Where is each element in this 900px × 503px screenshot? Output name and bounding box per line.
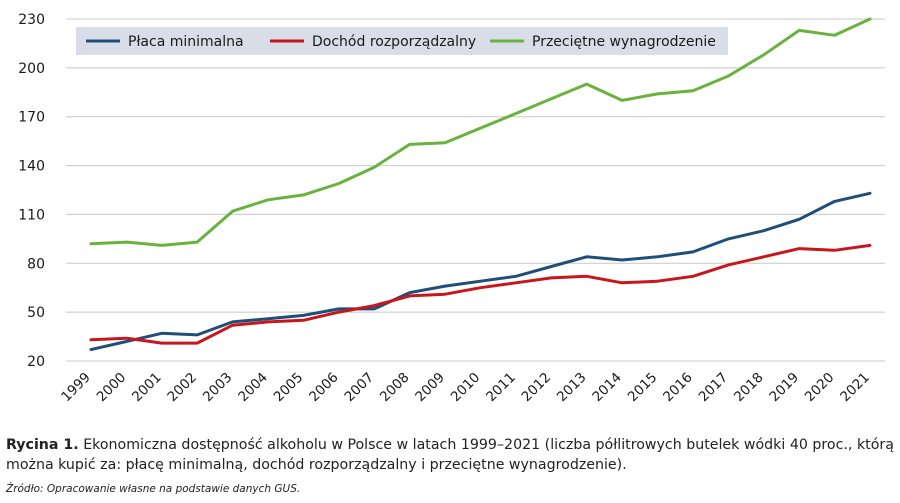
x-tick-label: 2004 xyxy=(235,370,271,406)
series-lines xyxy=(89,17,872,352)
series-line xyxy=(89,243,872,345)
x-tick-label: 2001 xyxy=(129,370,165,406)
x-tick-label: 2014 xyxy=(589,370,625,406)
y-tick-label: 230 xyxy=(18,12,45,28)
series-line xyxy=(89,17,872,247)
source-note: Źródło: Opracowanie własne na podstawie … xyxy=(6,483,301,495)
x-axis-ticks: 1999 2000 2001 2002 2003 2004 2005 2006 2007 2008… xyxy=(58,370,873,406)
caption-label: Rycina 1. xyxy=(6,437,79,453)
x-tick-label: 2009 xyxy=(412,370,448,406)
grid-lines xyxy=(66,18,885,362)
y-tick-label: 50 xyxy=(27,305,45,321)
x-tick-label: 2006 xyxy=(306,370,342,406)
legend-label: Dochód rozporządzalny xyxy=(312,34,476,50)
x-tick-label: 2020 xyxy=(802,370,838,406)
x-tick-label: 2015 xyxy=(625,370,661,406)
x-tick-label: 2010 xyxy=(448,370,484,406)
x-tick-label: 2011 xyxy=(483,370,519,406)
x-tick-label: 2016 xyxy=(660,370,696,406)
y-tick-label: 20 xyxy=(27,354,45,370)
x-tick-label: 2007 xyxy=(341,370,377,406)
x-tick-label: 2008 xyxy=(377,370,413,406)
legend-box xyxy=(76,27,728,55)
x-tick-label: 2013 xyxy=(554,370,590,406)
y-tick-label: 110 xyxy=(18,207,45,223)
y-tick-label: 80 xyxy=(27,256,45,272)
series-line xyxy=(89,191,872,352)
x-tick-label: 2002 xyxy=(164,370,200,406)
x-tick-label: 2012 xyxy=(519,370,555,406)
legend-label: Płaca minimalna xyxy=(128,34,244,50)
x-tick-label: 2005 xyxy=(271,370,307,406)
figure-caption: Rycina 1. Ekonomiczna dostępność alkohol… xyxy=(6,435,896,475)
y-tick-label: 140 xyxy=(18,159,45,175)
y-tick-label: 200 xyxy=(18,61,45,77)
y-tick-label: 170 xyxy=(18,110,45,126)
x-tick-label: 2000 xyxy=(94,370,130,406)
x-tick-label: 2017 xyxy=(696,370,732,406)
x-tick-label: 2019 xyxy=(766,370,802,406)
legend: Płaca minimalna Dochód rozporządzalny Prze… xyxy=(76,27,728,55)
x-tick-label: 2003 xyxy=(200,370,236,406)
y-axis-ticks: 20 50 80 110 140 170 200 230 xyxy=(18,12,45,370)
x-tick-label: 2018 xyxy=(731,370,767,406)
x-tick-label: 2021 xyxy=(837,370,873,406)
caption-text: Ekonomiczna dostępność alkoholu w Polsce… xyxy=(6,437,894,473)
legend-label: Przeciętne wynagrodzenie xyxy=(532,34,716,50)
x-tick-label: 1999 xyxy=(58,370,94,406)
